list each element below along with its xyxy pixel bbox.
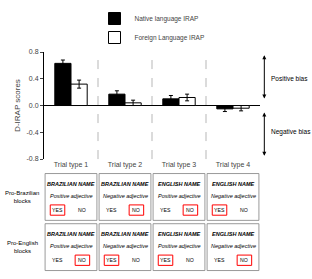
svg-text:Trial type 3: Trial type 3 — [162, 161, 196, 169]
svg-text:Negative adjective: Negative adjective — [103, 243, 148, 249]
svg-text:BRAZILIAN NAME: BRAZILIAN NAME — [47, 231, 95, 237]
svg-text:-0.8: -0.8 — [27, 155, 39, 162]
svg-text:NO: NO — [240, 207, 248, 213]
svg-text:ENGLISH NAME: ENGLISH NAME — [158, 181, 201, 187]
svg-text:YES: YES — [214, 257, 225, 263]
svg-text:YES: YES — [52, 257, 63, 263]
svg-text:YES: YES — [160, 207, 171, 213]
svg-text:YES: YES — [52, 207, 63, 213]
svg-text:Pro-Englishblocks: Pro-Englishblocks — [7, 240, 38, 254]
svg-text:YES: YES — [160, 257, 171, 263]
svg-text:Foreign Language IRAP: Foreign Language IRAP — [135, 34, 205, 42]
svg-text:-0.4: -0.4 — [27, 129, 39, 136]
svg-text:NO: NO — [186, 207, 194, 213]
svg-text:0.0: 0.0 — [29, 102, 39, 109]
svg-text:Negative adjective: Negative adjective — [211, 193, 256, 199]
svg-text:0.4: 0.4 — [29, 75, 39, 82]
svg-text:NO: NO — [186, 257, 194, 263]
svg-text:NO: NO — [78, 207, 86, 213]
svg-text:Positive adjective: Positive adjective — [158, 243, 201, 249]
svg-text:ENGLISH NAME: ENGLISH NAME — [212, 181, 255, 187]
svg-text:ENGLISH NAME: ENGLISH NAME — [212, 231, 255, 237]
svg-text:Trial type 4: Trial type 4 — [216, 161, 250, 169]
svg-text:Native language IRAP: Native language IRAP — [135, 15, 199, 23]
svg-text:D-IRAP scores: D-IRAP scores — [13, 79, 22, 132]
svg-text:NO: NO — [240, 257, 248, 263]
svg-text:Negative adjective: Negative adjective — [211, 243, 256, 249]
svg-text:NO: NO — [78, 257, 86, 263]
svg-text:0.8: 0.8 — [29, 48, 39, 55]
svg-text:Negative adjective: Negative adjective — [103, 193, 148, 199]
svg-text:YES: YES — [106, 257, 117, 263]
svg-text:YES: YES — [106, 207, 117, 213]
svg-text:Trial type 2: Trial type 2 — [108, 161, 142, 169]
svg-text:ENGLISH NAME: ENGLISH NAME — [158, 231, 201, 237]
svg-text:Positive bias: Positive bias — [271, 75, 308, 82]
svg-text:Positive adjective: Positive adjective — [50, 243, 93, 249]
svg-text:Negative bias: Negative bias — [271, 128, 311, 136]
svg-text:Pro-Brazilianblocks: Pro-Brazilianblocks — [5, 190, 39, 204]
svg-text:BRAZILIAN NAME: BRAZILIAN NAME — [101, 231, 149, 237]
svg-text:Positive adjective: Positive adjective — [158, 193, 201, 199]
svg-text:Positive adjective: Positive adjective — [50, 193, 93, 199]
svg-text:NO: NO — [132, 257, 140, 263]
svg-text:Trial type 1: Trial type 1 — [54, 161, 88, 169]
svg-text:BRAZILIAN NAME: BRAZILIAN NAME — [47, 181, 95, 187]
svg-text:NO: NO — [132, 207, 140, 213]
svg-text:BRAZILIAN NAME: BRAZILIAN NAME — [101, 181, 149, 187]
svg-text:YES: YES — [214, 207, 225, 213]
